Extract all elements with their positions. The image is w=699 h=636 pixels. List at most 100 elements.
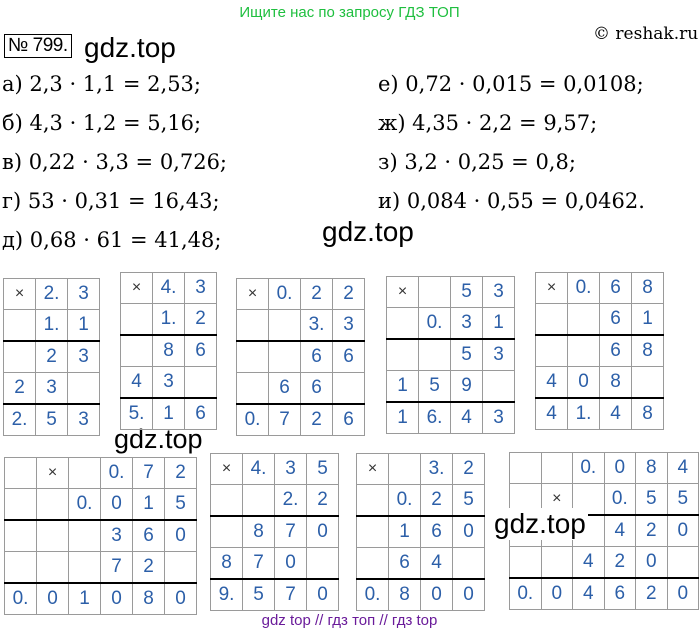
grid-cell: 7 (132, 457, 165, 489)
equation-b: б) 4,3 · 1,2 = 5,16; (2, 111, 202, 135)
grid-cell (164, 551, 197, 584)
grid-cell: × (236, 278, 269, 310)
grid-cell: 3 (184, 272, 217, 304)
grid-cell (210, 515, 243, 548)
grid-cell: 0 (540, 577, 573, 610)
grid-cell: 8 (152, 334, 185, 367)
grid-cell (631, 366, 664, 399)
grid-cell (540, 546, 573, 579)
grid-cell (452, 547, 485, 580)
grid-cell (418, 276, 451, 308)
grid-cell: 3 (482, 338, 515, 371)
grid-cell (4, 551, 37, 584)
grid-cell: 9 (450, 370, 483, 403)
grid-cell: 6 (184, 397, 217, 430)
grid-cell: 0 (164, 519, 197, 552)
exercise-number: № 799. (4, 34, 72, 58)
grid-cell (120, 334, 153, 367)
grid-cell: 6 (132, 519, 165, 552)
grid-cell: 8 (631, 397, 664, 430)
grid-cell (3, 340, 36, 373)
grid-cell: 4 (450, 401, 483, 434)
grid-cell: 4 (666, 452, 699, 484)
equation-e: е) 0,72 · 0,015 = 0,0108; (378, 72, 644, 96)
grid-cell: 1 (67, 309, 100, 342)
grid-cell: 0 (567, 366, 600, 399)
grid-cell: 2 (452, 453, 485, 485)
grid-cell: 1 (386, 370, 419, 403)
grid-cell (386, 338, 419, 371)
grid-cell: 2 (332, 278, 365, 310)
grid-cell: 2 (184, 303, 217, 336)
grid-cell: 0 (452, 578, 485, 611)
grid-cell: 1. (152, 303, 185, 336)
grid-cell (356, 484, 389, 517)
grid-cell: 3 (482, 401, 515, 434)
grid-cell (268, 309, 301, 342)
grid-cell: 0 (666, 514, 699, 547)
grid-cell: 2 (635, 514, 668, 547)
grid-cell: 0. (4, 582, 37, 615)
grid-cell (268, 340, 301, 373)
grid-cell: 5 (35, 403, 68, 436)
grid-cell: 5 (164, 488, 197, 521)
grid-cell: 5 (450, 276, 483, 308)
multiplication-grid-8: × 3. 2 0. 2 5 1 6 0 6 4 0. 8 0 0 (356, 453, 485, 611)
grid-cell (509, 546, 542, 579)
grid-cell: 1 (631, 303, 664, 336)
grid-cell: 6. (418, 401, 451, 434)
grid-cell: 3. (420, 453, 453, 485)
grid-cell: 0. (418, 307, 451, 340)
grid-cell: × (386, 276, 419, 308)
grid-cell (236, 372, 269, 405)
watermark: gdz.top (322, 216, 414, 247)
grid-cell: 5 (635, 483, 668, 516)
grid-cell: 6 (599, 303, 632, 336)
grid-cell: 0 (164, 582, 197, 615)
grid-cell: 3 (67, 278, 100, 310)
grid-cell (36, 488, 69, 521)
grid-cell (540, 452, 573, 484)
grid-cell: 0 (603, 452, 637, 484)
grid-cell: 4 (571, 577, 605, 610)
grid-cell: 0. (567, 272, 600, 304)
grid-cell: 2. (35, 278, 68, 310)
grid-cell: 8 (631, 334, 664, 367)
grid-cell (535, 334, 568, 367)
grid-cell: 3. (300, 309, 333, 342)
grid-cell (3, 309, 36, 342)
grid-cell: 4 (535, 397, 568, 430)
watermark: gdz.top (492, 508, 588, 540)
equation-v: в) 0,22 · 3,3 = 0,726; (2, 150, 228, 174)
grid-cell: × (356, 453, 389, 485)
multiplication-grid-6: × 0. 7 2 0. 0 1 5 3 6 0 7 2 0. 0 1 0 8 0 (4, 457, 197, 615)
grid-cell (4, 457, 37, 489)
grid-cell: 0 (36, 582, 69, 615)
grid-cell (306, 547, 339, 580)
grid-cell: 6 (388, 547, 421, 580)
multiplication-grid-5: × 0. 6 8 6 1 6 8 4 0 8 4 1. 4 8 (535, 272, 664, 430)
grid-cell (356, 515, 389, 548)
grid-cell: 1. (35, 309, 68, 342)
grid-cell: 2 (164, 457, 197, 489)
grid-cell: 2 (132, 551, 165, 584)
grid-cell: 1 (482, 307, 515, 340)
equation-z: з) 3,2 · 0,25 = 0,8; (378, 150, 576, 174)
grid-cell: 3 (482, 276, 515, 308)
grid-cell: 4 (599, 397, 632, 430)
grid-cell: 8 (388, 578, 421, 611)
grid-cell (236, 309, 269, 342)
grid-cell (567, 303, 600, 336)
grid-cell (68, 457, 101, 489)
grid-cell: 0. (388, 484, 421, 517)
grid-cell: 5 (452, 484, 485, 517)
grid-cell: 3 (450, 307, 483, 340)
grid-cell: 0. (268, 278, 301, 310)
grid-cell: 4 (571, 546, 605, 579)
grid-cell: 2. (274, 484, 307, 517)
grid-cell (120, 303, 153, 336)
grid-cell: 2 (35, 340, 68, 373)
grid-cell (535, 303, 568, 336)
grid-cell: 2 (420, 484, 453, 517)
grid-cell: 4 (120, 366, 153, 399)
